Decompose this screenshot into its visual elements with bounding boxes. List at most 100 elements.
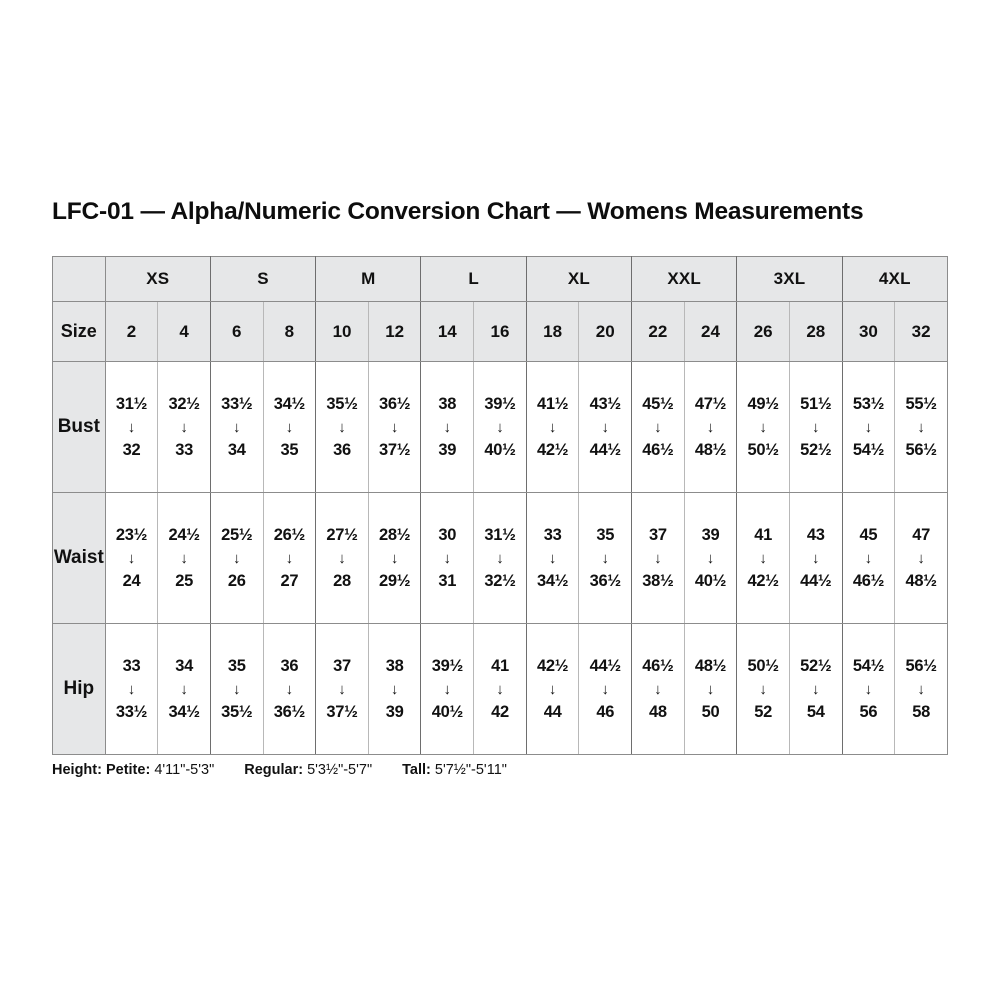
range-from: 51½ [800, 395, 832, 413]
measurement-cell: 56½ ↓ 58 [894, 623, 948, 755]
alpha-size-header-xl: XL [525, 256, 633, 302]
range-to: 26 [227, 571, 246, 590]
numeric-size-header-30: 30 [841, 301, 896, 362]
range-to: 37½ [379, 440, 411, 459]
measurement-cell: 38 ↓ 39 [420, 361, 475, 493]
height-label: Height: [52, 762, 102, 778]
numeric-size-header-8: 8 [262, 301, 317, 362]
range-from: 35½ [326, 395, 358, 413]
range-from: 39½ [431, 657, 464, 675]
height-entry-label-petite: Petite: [105, 762, 155, 778]
range-to: 40½ [484, 440, 516, 459]
down-arrow-icon: ↓ [548, 418, 557, 436]
down-arrow-icon: ↓ [232, 680, 241, 698]
numeric-size-header-20: 20 [578, 301, 633, 362]
measurement-cell: 42½ ↓ 44 [525, 623, 580, 755]
range-from: 25½ [221, 526, 253, 544]
measurement-cell: 39½ ↓ 40½ [420, 623, 475, 755]
range-to: 52 [754, 702, 773, 721]
measurement-cell: 45½ ↓ 46½ [631, 361, 685, 493]
numeric-size-header-6: 6 [209, 301, 264, 362]
range-from: 26½ [273, 526, 306, 544]
range-to: 56½ [905, 440, 938, 459]
measurement-cell: 27½ ↓ 28 [315, 492, 369, 624]
down-arrow-icon: ↓ [706, 418, 715, 436]
range-to: 39 [385, 702, 404, 721]
range-to: 35 [280, 440, 299, 459]
range-from: 33½ [221, 395, 253, 413]
measurement-label-hip: Hip [52, 623, 106, 755]
down-arrow-icon: ↓ [180, 680, 188, 698]
height-footnote: Height: Petite: 4'11"-5'3" Regular: 5'3½… [52, 762, 507, 778]
range-from: 47½ [694, 395, 727, 413]
down-arrow-icon: ↓ [654, 680, 662, 698]
measurement-cell: 49½ ↓ 50½ [736, 361, 790, 493]
measurement-cell: 43½ ↓ 44½ [578, 361, 633, 493]
measurement-cell: 48½ ↓ 50 [683, 623, 738, 755]
range-to: 44½ [589, 440, 622, 459]
down-arrow-icon: ↓ [390, 680, 399, 698]
numeric-size-header-14: 14 [420, 301, 475, 362]
range-from: 48½ [694, 657, 727, 675]
measurement-cell: 47½ ↓ 48½ [683, 361, 738, 493]
range-from: 24½ [168, 526, 200, 544]
numeric-size-header-22: 22 [631, 301, 685, 362]
down-arrow-icon: ↓ [812, 418, 820, 436]
alpha-size-header-l: L [420, 256, 527, 302]
range-to: 33½ [115, 702, 148, 721]
range-from: 55½ [905, 395, 938, 413]
range-to: 31 [438, 571, 457, 590]
down-arrow-icon: ↓ [127, 549, 136, 567]
measurement-cell: 39 ↓ 40½ [683, 492, 738, 624]
range-from: 27½ [326, 526, 358, 544]
down-arrow-icon: ↓ [917, 680, 925, 698]
range-to: 32½ [484, 571, 516, 590]
down-arrow-icon: ↓ [285, 680, 294, 698]
measurement-cell: 55½ ↓ 56½ [894, 361, 948, 493]
range-from: 43½ [589, 395, 622, 413]
down-arrow-icon: ↓ [180, 418, 188, 436]
range-from: 37 [648, 526, 667, 544]
size-row-label: Size [52, 301, 106, 362]
range-from: 41½ [536, 395, 569, 413]
down-arrow-icon: ↓ [548, 680, 557, 698]
range-to: 42 [491, 702, 509, 721]
range-to: 40½ [694, 571, 727, 590]
range-to: 32 [122, 440, 141, 459]
numeric-size-header-28: 28 [788, 301, 843, 362]
down-arrow-icon: ↓ [496, 418, 504, 436]
range-from: 44½ [589, 657, 622, 675]
measurement-cell: 28½ ↓ 29½ [367, 492, 422, 624]
measurement-cell: 23½ ↓ 24 [104, 492, 159, 624]
down-arrow-icon: ↓ [496, 680, 504, 698]
range-to: 38½ [642, 571, 674, 590]
down-arrow-icon: ↓ [706, 680, 715, 698]
down-arrow-icon: ↓ [338, 418, 346, 436]
down-arrow-icon: ↓ [443, 418, 452, 436]
range-to: 28 [333, 571, 351, 590]
range-to: 39 [438, 440, 457, 459]
range-to: 37½ [326, 702, 358, 721]
measurement-row-waist: Waist 23½ ↓ 24 24½ ↓ 25 25½ ↓ 26 26½ ↓ 27 27½ ↓ 28 28½ ↓ 2… [52, 492, 948, 624]
measurement-cell: 24½ ↓ 25 [157, 492, 211, 624]
range-from: 42½ [536, 657, 569, 675]
range-to: 46½ [642, 440, 674, 459]
down-arrow-icon: ↓ [864, 418, 873, 436]
measurement-cell: 47 ↓ 48½ [894, 492, 948, 624]
table-header: XS S M L XL XXL 3XL 4XL Size 2 4 6 8 10 12 14 16 18 20 22… [52, 256, 949, 362]
measurement-cell: 34 ↓ 34½ [157, 623, 211, 755]
measurement-cell: 35 ↓ 36½ [578, 492, 633, 624]
range-from: 38 [438, 395, 457, 413]
down-arrow-icon: ↓ [390, 549, 399, 567]
range-to: 44 [543, 702, 562, 721]
measurement-cell: 52½ ↓ 54 [788, 623, 843, 755]
range-to: 24 [122, 571, 141, 590]
measurement-cell: 31½ ↓ 32 [104, 361, 159, 493]
range-to: 48 [648, 702, 667, 721]
down-arrow-icon: ↓ [601, 680, 609, 698]
range-to: 34½ [536, 571, 569, 590]
range-to: 52½ [800, 440, 832, 459]
down-arrow-icon: ↓ [180, 549, 188, 567]
range-from: 31½ [115, 395, 148, 413]
height-entry-label-tall: Tall: [398, 762, 435, 778]
